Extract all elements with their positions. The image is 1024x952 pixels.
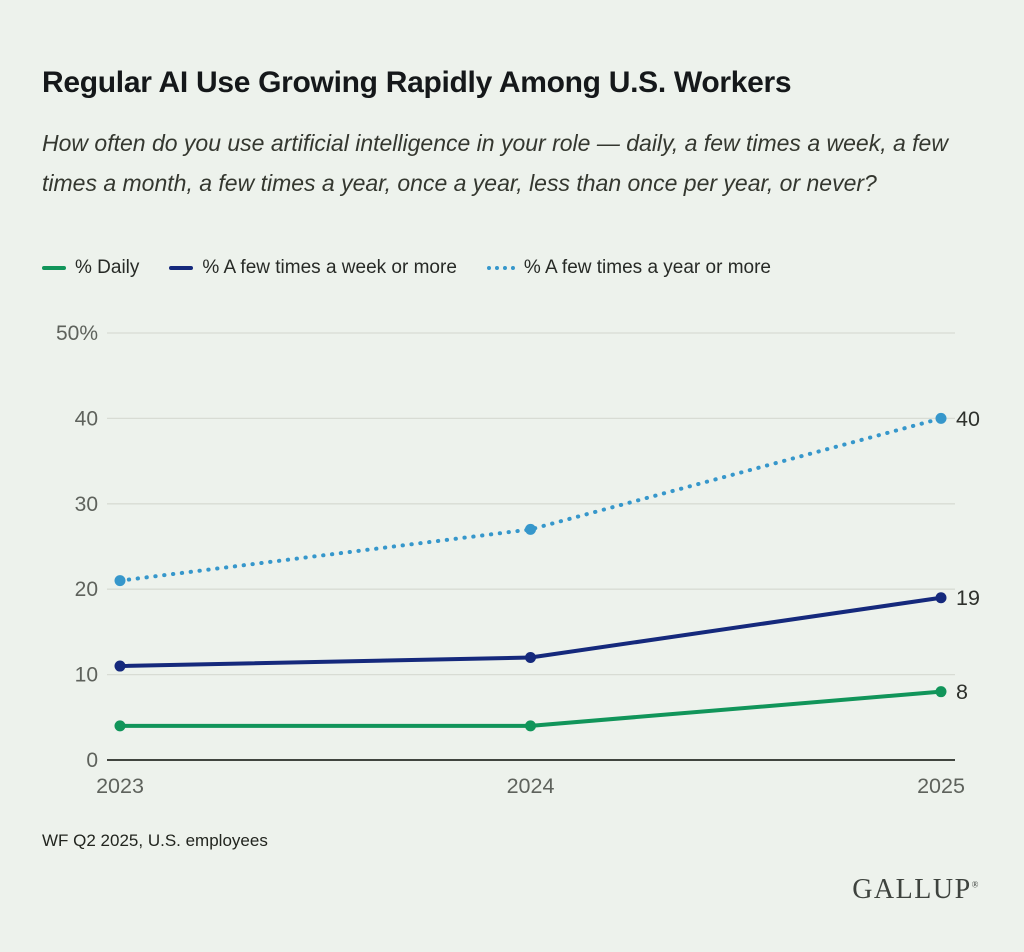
- data-point-marker: [525, 652, 536, 664]
- y-tick-label: 20: [75, 578, 98, 601]
- data-point-marker: [935, 412, 947, 424]
- series-end-value-label: 8: [956, 680, 968, 704]
- legend-item: % Daily: [42, 257, 139, 279]
- y-tick-label: 0: [86, 749, 98, 772]
- data-point-marker: [935, 686, 947, 698]
- series-end-value-label: 40: [956, 407, 980, 431]
- gallup-logo-text: GALLUP: [852, 874, 972, 905]
- legend-swatch-dotted: [486, 266, 515, 270]
- legend-swatch-solid: [169, 266, 194, 270]
- chart-legend: % Daily % A few times a week or more % A f…: [42, 257, 771, 279]
- legend-swatch-solid: [42, 266, 66, 270]
- chart-title: Regular AI Use Growing Rapidly Among U.S…: [42, 66, 792, 100]
- legend-label: % A few times a week or more: [202, 257, 457, 278]
- data-point-marker: [114, 575, 126, 587]
- data-point-marker: [935, 592, 947, 604]
- source-note: WF Q2 2025, U.S. employees: [42, 831, 268, 850]
- legend-label: % A few times a year or more: [523, 257, 771, 278]
- series-end-value-label: 19: [956, 586, 980, 610]
- y-tick-label: 10: [75, 664, 98, 687]
- legend-label: % Daily: [75, 257, 140, 278]
- series-line-dotted: [118, 416, 943, 583]
- legend-item: % A few times a year or more: [486, 257, 771, 279]
- gallup-logo: GALLUP®: [852, 874, 980, 906]
- y-tick-label: 50%: [56, 322, 98, 345]
- y-tick-label: 40: [75, 407, 98, 430]
- x-tick-label: 2025: [917, 774, 965, 798]
- x-tick-label: 2023: [96, 774, 144, 798]
- registered-mark: ®: [971, 879, 980, 890]
- x-tick-label: 2024: [507, 774, 555, 798]
- data-point-marker: [525, 523, 536, 535]
- data-point-marker: [525, 720, 536, 732]
- y-tick-label: 30: [75, 493, 98, 516]
- data-point-marker: [114, 720, 126, 732]
- chart-subtitle: How often do you use artificial intellig…: [42, 130, 948, 196]
- legend-item: % A few times a week or more: [169, 257, 457, 279]
- data-point-marker: [114, 660, 126, 672]
